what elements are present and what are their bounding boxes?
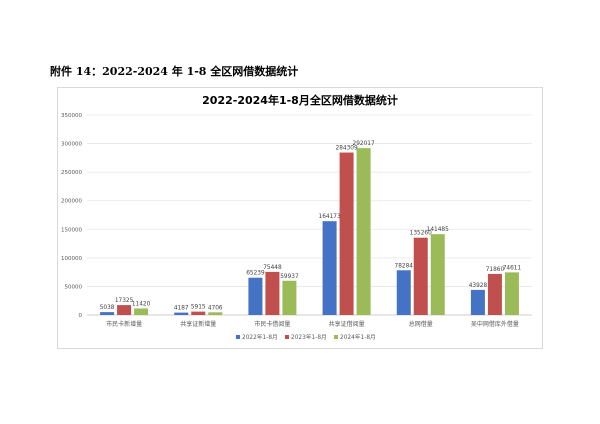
- data-label: 74611: [503, 265, 522, 271]
- x-tick-label: 共享证借阅量: [329, 320, 365, 328]
- legend-swatch: [334, 335, 338, 339]
- y-tick-label: 250000: [61, 170, 82, 176]
- y-tick-label: 200000: [61, 199, 82, 205]
- legend-label: 2022年1-8月: [242, 333, 278, 341]
- bar: [487, 273, 502, 315]
- x-tick-label: 市民卡新增量: [106, 320, 142, 328]
- bar: [208, 312, 223, 315]
- bar: [430, 234, 445, 315]
- y-tick-label: 300000: [61, 142, 82, 148]
- legend-swatch: [236, 335, 240, 339]
- bar: [265, 271, 280, 315]
- legend-swatch: [285, 335, 289, 339]
- x-tick-label: 共享证新增量: [180, 320, 216, 328]
- data-label: 75448: [263, 265, 282, 271]
- bar: [322, 221, 337, 315]
- data-label: 4187: [174, 306, 189, 312]
- y-tick-label: 350000: [61, 113, 82, 119]
- data-label: 5915: [191, 305, 206, 311]
- data-label: 71860: [486, 267, 505, 273]
- bar: [339, 152, 354, 315]
- y-tick-label: 0: [79, 313, 83, 319]
- data-label: 17325: [115, 298, 134, 304]
- legend-label: 2024年1-8月: [340, 333, 376, 341]
- bar: [470, 289, 485, 315]
- data-label: 78284: [395, 263, 414, 269]
- x-tick-label: 市民卡借阅量: [254, 320, 290, 328]
- y-tick-label: 50000: [65, 284, 83, 290]
- data-label: 5038: [100, 305, 115, 311]
- data-label: 59937: [280, 274, 299, 280]
- y-tick-label: 150000: [61, 227, 82, 233]
- data-label: 292017: [353, 141, 375, 147]
- bar: [100, 312, 115, 315]
- x-tick-label: 吴中网借库外借量: [471, 320, 519, 328]
- data-label: 164173: [319, 214, 341, 220]
- bar: [248, 277, 263, 315]
- bar: [134, 308, 149, 315]
- bar: [282, 280, 297, 315]
- bar: [504, 272, 519, 315]
- bar: [117, 305, 132, 315]
- chart-frame: [57, 87, 543, 349]
- x-tick-label: 总网借量: [409, 320, 433, 328]
- data-label: 65239: [246, 271, 265, 277]
- figure-caption: 附件 14：2022-2024 年 1-8 全区网借数据统计: [50, 65, 299, 78]
- data-label: 284309: [336, 146, 358, 152]
- bar: [413, 237, 428, 315]
- bar: [191, 311, 206, 315]
- y-tick-label: 100000: [61, 256, 82, 262]
- data-label: 11420: [132, 301, 151, 307]
- bar: [356, 148, 371, 315]
- chart-title: 2022-2024年1-8月全区网借数据统计: [202, 93, 398, 107]
- bar: [174, 312, 189, 315]
- data-label: 43928: [469, 283, 488, 289]
- legend-label: 2023年1-8月: [291, 333, 327, 341]
- bar: [396, 270, 411, 315]
- data-label: 4706: [208, 305, 223, 311]
- data-label: 135260: [410, 231, 432, 237]
- data-label: 141485: [427, 227, 449, 233]
